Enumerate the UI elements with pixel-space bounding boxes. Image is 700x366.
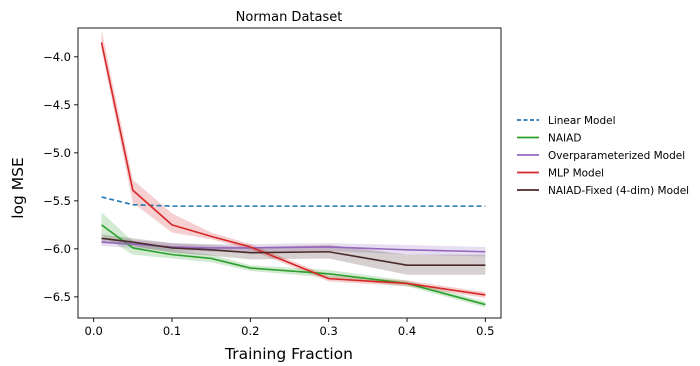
legend-label-naiad-fixed-4-dim-model: NAIAD-Fixed (4-dim) Model [548, 185, 689, 197]
chart-title: Norman Dataset [236, 10, 343, 25]
x-tick-label: 0.1 [163, 324, 181, 338]
y-tick-label: −5.0 [43, 146, 71, 160]
legend-label-linear-model: Linear Model [548, 115, 616, 127]
legend-label-overparameterized-model: Overparameterized Model [548, 150, 685, 162]
x-tick-label: 0.2 [241, 324, 259, 338]
y-tick-label: −4.5 [43, 98, 71, 112]
x-tick-label: 0.0 [85, 324, 103, 338]
y-tick-label: −4.0 [43, 50, 71, 64]
y-axis-label: log MSE [9, 157, 27, 219]
legend-label-naiad: NAIAD [548, 133, 581, 145]
x-tick-label: 0.5 [476, 324, 494, 338]
series-line-overparameterized-model [101, 241, 486, 253]
series-line-linear-model [101, 196, 486, 207]
band-naiad-fixed-4-dim-model [101, 234, 486, 275]
legend-label-mlp-model: MLP Model [548, 168, 604, 180]
plot-frame [77, 27, 502, 319]
y-tick-label: −6.0 [43, 242, 71, 256]
plot-area [100, 29, 486, 308]
x-tick-label: 0.3 [320, 324, 338, 338]
y-tick-label: −6.5 [43, 290, 71, 304]
series-line-naiad-fixed-4-dim-model [101, 237, 486, 266]
legend: Linear Model NAIAD Overparameterized Model… [517, 115, 689, 197]
series-line-mlp-model [100, 42, 486, 296]
y-tick-label: −5.5 [43, 194, 71, 208]
band-mlp-model [101, 29, 486, 298]
band-naiad [101, 212, 486, 308]
axes: 0.0 0.1 0.2 0.3 0.4 0.5 −4.0 −4.5 −5.0 −5.5 −6.0 −6… [43, 27, 502, 338]
x-axis-label: Training Fraction [224, 345, 353, 362]
x-tick-label: 0.4 [398, 324, 416, 338]
